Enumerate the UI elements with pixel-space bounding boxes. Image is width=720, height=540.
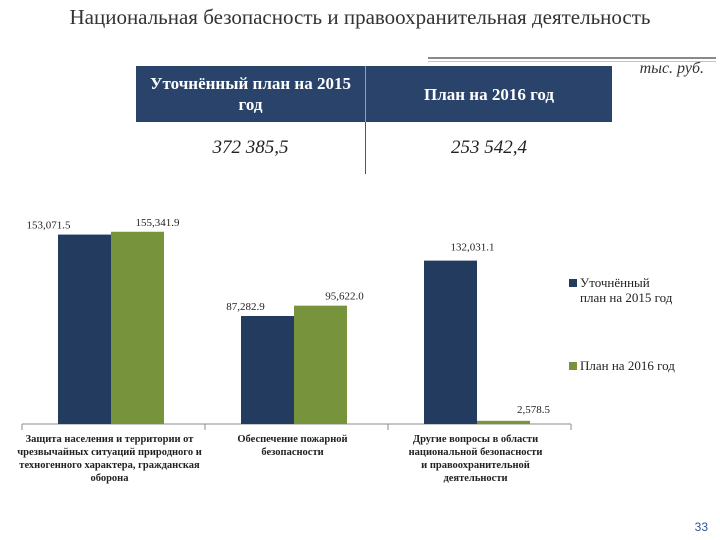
- bar-2016: [111, 231, 164, 424]
- summary-header-2015: Уточнённый план на 2015 год: [136, 66, 366, 122]
- data-label: 153,071.5: [27, 220, 72, 232]
- legend-swatch: [569, 279, 577, 287]
- summary-value-2015: 372 385,5: [136, 122, 366, 174]
- title-underline-thin: [428, 61, 716, 62]
- data-label: 132,031.1: [451, 242, 495, 254]
- bar-2015: [58, 234, 111, 424]
- data-label: 87,282.9: [226, 301, 265, 313]
- unit-label: тыс. руб.: [639, 60, 704, 77]
- bar-2015: [424, 260, 477, 424]
- summary-header-2016: План на 2016 год: [423, 84, 554, 104]
- data-label: 2,578.5: [517, 404, 551, 416]
- legend-label: Уточнённый план на 2015 год: [580, 275, 673, 305]
- category-label: Обеспечение пожарной безопасности: [237, 434, 347, 458]
- category-label: Защита населения и территории от чрезвыча…: [17, 434, 202, 484]
- bar-2015: [241, 315, 294, 424]
- title-underline: [428, 57, 716, 59]
- summary-header-row: Уточнённый план на 2015 год План на 2016…: [136, 66, 612, 122]
- data-label: 95,622.0: [325, 291, 364, 303]
- data-label: 155,341.9: [136, 217, 181, 229]
- bar-2016: [477, 420, 530, 424]
- bar-2016: [294, 305, 347, 424]
- summary-value-2016: 253 542,4: [451, 137, 527, 158]
- summary-values-row: 372 385,5 253 542,4: [136, 122, 612, 174]
- legend-label: План на 2016 год: [580, 358, 675, 373]
- category-label: Другие вопросы в области национальной без…: [409, 434, 543, 484]
- page-number: 33: [694, 520, 708, 534]
- summary-table: Уточнённый план на 2015 год План на 2016…: [136, 66, 612, 174]
- legend-swatch: [569, 362, 577, 370]
- slide-title: Национальная безопасность и правоохранит…: [69, 5, 651, 29]
